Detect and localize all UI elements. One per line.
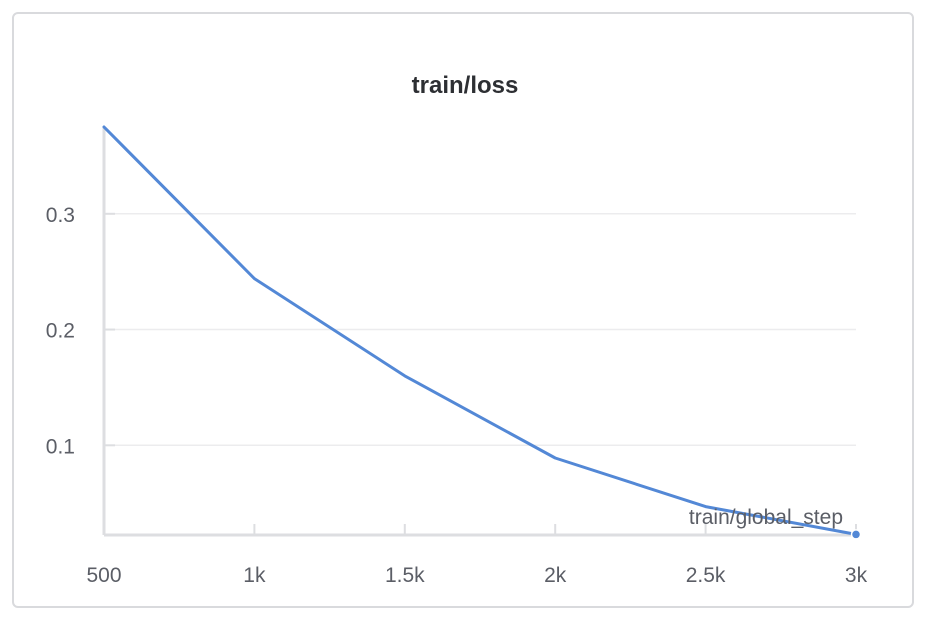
tick-labels: 0.1 0.2 0.3 500 1k 1.5k 2k 2.5k 3k	[46, 204, 868, 587]
series-group	[102, 125, 862, 540]
series-end-point-0	[850, 529, 862, 540]
x-tick-label-5: 3k	[845, 564, 868, 587]
x-tick-label-3: 2k	[544, 564, 567, 587]
x-axis-label: train/global_step	[689, 506, 843, 529]
chart-title: train/loss	[412, 72, 519, 99]
chart-panel	[12, 12, 914, 608]
grid-lines	[104, 213, 856, 447]
x-tick-label-2: 1.5k	[385, 564, 425, 587]
x-tick-label-1: 1k	[243, 564, 266, 587]
x-tick-label-0: 500	[86, 564, 121, 587]
tick-marks	[103, 212, 857, 535]
x-tick-label-4: 2.5k	[686, 564, 726, 587]
y-tick-label-1: 0.2	[46, 320, 75, 343]
y-tick-label-2: 0.3	[46, 204, 75, 227]
y-tick-label-0: 0.1	[46, 435, 75, 458]
series-line-0	[102, 125, 858, 536]
